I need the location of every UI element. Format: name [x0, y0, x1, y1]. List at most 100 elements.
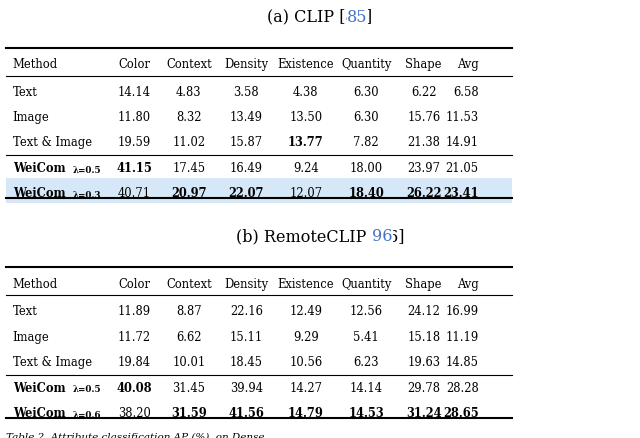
Text: 24.12: 24.12 [407, 304, 440, 318]
Text: 19.84: 19.84 [118, 355, 151, 368]
Text: 11.53: 11.53 [445, 111, 479, 124]
Text: 14.85: 14.85 [445, 355, 479, 368]
Text: 14.14: 14.14 [118, 85, 151, 98]
Text: 26.22: 26.22 [406, 187, 442, 200]
Text: Image: Image [13, 111, 49, 124]
Text: Color: Color [118, 58, 150, 71]
Text: Existence: Existence [278, 277, 334, 290]
Text: 14.53: 14.53 [348, 406, 384, 419]
Text: 6.30: 6.30 [353, 85, 379, 98]
Text: Shape: Shape [405, 58, 442, 71]
Text: Density: Density [225, 58, 268, 71]
Text: 20.97: 20.97 [171, 187, 207, 200]
Text: 18.00: 18.00 [349, 162, 383, 174]
Text: 4.38: 4.38 [293, 85, 319, 98]
Text: 14.27: 14.27 [289, 381, 323, 394]
Text: 9.29: 9.29 [293, 330, 319, 343]
Text: 11.02: 11.02 [172, 136, 205, 149]
Text: 16.99: 16.99 [445, 304, 479, 318]
Text: 28.65: 28.65 [443, 406, 479, 419]
Text: 8.87: 8.87 [176, 304, 202, 318]
Text: 3.58: 3.58 [234, 85, 259, 98]
Text: Color: Color [118, 277, 150, 290]
Text: Image: Image [13, 330, 49, 343]
Text: 31.24: 31.24 [406, 406, 442, 419]
Text: 18.45: 18.45 [230, 355, 263, 368]
Text: Text: Text [13, 304, 38, 318]
Text: Context: Context [166, 58, 212, 71]
Text: 18.40: 18.40 [348, 187, 384, 200]
Text: Shape: Shape [405, 277, 442, 290]
Text: Context: Context [166, 277, 212, 290]
Text: 13.50: 13.50 [289, 111, 323, 124]
Text: 10.01: 10.01 [172, 355, 205, 368]
Text: 10.56: 10.56 [289, 355, 323, 368]
Text: 14.14: 14.14 [349, 381, 383, 394]
Text: 7.82: 7.82 [353, 136, 379, 149]
Text: Text & Image: Text & Image [13, 355, 92, 368]
Text: 13.49: 13.49 [230, 111, 263, 124]
Text: 16.49: 16.49 [230, 162, 263, 174]
Text: 23.41: 23.41 [443, 187, 479, 200]
Text: 11.72: 11.72 [118, 330, 151, 343]
Text: λ=0.3: λ=0.3 [72, 191, 101, 200]
Bar [6, 178, 512, 204]
Bar [6, 397, 512, 423]
Text: (a) CLIP [85]: (a) CLIP [85] [268, 9, 372, 26]
Text: Quantity: Quantity [341, 58, 391, 71]
Text: 31.45: 31.45 [172, 381, 205, 394]
Text: 29.78: 29.78 [407, 381, 440, 394]
Text: WeiCom: WeiCom [13, 162, 65, 174]
Text: 19.59: 19.59 [118, 136, 151, 149]
Text: Method: Method [13, 58, 58, 71]
Text: Density: Density [225, 277, 268, 290]
Text: 5.41: 5.41 [353, 330, 379, 343]
Text: Text: Text [13, 85, 38, 98]
Text: 12.56: 12.56 [349, 304, 383, 318]
Text: Method: Method [13, 277, 58, 290]
Text: 41.15: 41.15 [116, 162, 152, 174]
Text: 6.23: 6.23 [353, 355, 379, 368]
Text: WeiCom: WeiCom [13, 187, 65, 200]
Text: 6.62: 6.62 [176, 330, 202, 343]
Text: 15.18: 15.18 [407, 330, 440, 343]
Text: 41.56: 41.56 [228, 406, 264, 419]
Text: 11.89: 11.89 [118, 304, 151, 318]
Text: 40.71: 40.71 [118, 187, 151, 200]
Text: 21.05: 21.05 [445, 162, 479, 174]
Text: 6.58: 6.58 [453, 85, 479, 98]
Text: 31.59: 31.59 [171, 406, 207, 419]
Text: WeiCom: WeiCom [13, 406, 65, 419]
Text: 96: 96 [372, 228, 393, 245]
Text: 22.16: 22.16 [230, 304, 263, 318]
Text: 4.83: 4.83 [176, 85, 202, 98]
Text: 17.45: 17.45 [172, 162, 205, 174]
Text: 14.91: 14.91 [445, 136, 479, 149]
Text: 85: 85 [347, 9, 368, 26]
Text: 9.24: 9.24 [293, 162, 319, 174]
Text: Existence: Existence [278, 58, 334, 71]
Text: 15.11: 15.11 [230, 330, 263, 343]
Text: Avg: Avg [457, 277, 479, 290]
Text: λ=0.5: λ=0.5 [72, 385, 101, 393]
Text: 12.07: 12.07 [289, 187, 323, 200]
Text: (b) RemoteCLIP [96]: (b) RemoteCLIP [96] [236, 228, 404, 245]
Text: λ=0.6: λ=0.6 [72, 410, 101, 419]
Text: 40.08: 40.08 [116, 381, 152, 394]
Text: 15.87: 15.87 [230, 136, 263, 149]
Text: 19.63: 19.63 [407, 355, 440, 368]
Text: Table 2. Attribute classification AP (%)  on Dense...: Table 2. Attribute classification AP (%)… [6, 431, 275, 438]
Text: 22.07: 22.07 [228, 187, 264, 200]
Text: 21.38: 21.38 [407, 136, 440, 149]
Text: 15.76: 15.76 [407, 111, 440, 124]
Text: (a) CLIP [85]: (a) CLIP [85] [268, 9, 372, 26]
Text: 11.19: 11.19 [445, 330, 479, 343]
Text: (b) RemoteCLIP [96]: (b) RemoteCLIP [96] [236, 228, 404, 245]
Text: 13.77: 13.77 [288, 136, 324, 149]
Text: 23.97: 23.97 [407, 162, 440, 174]
Text: Avg: Avg [457, 58, 479, 71]
Text: 28.28: 28.28 [446, 381, 479, 394]
Text: 6.22: 6.22 [411, 85, 436, 98]
Text: 8.32: 8.32 [176, 111, 202, 124]
Text: 39.94: 39.94 [230, 381, 263, 394]
